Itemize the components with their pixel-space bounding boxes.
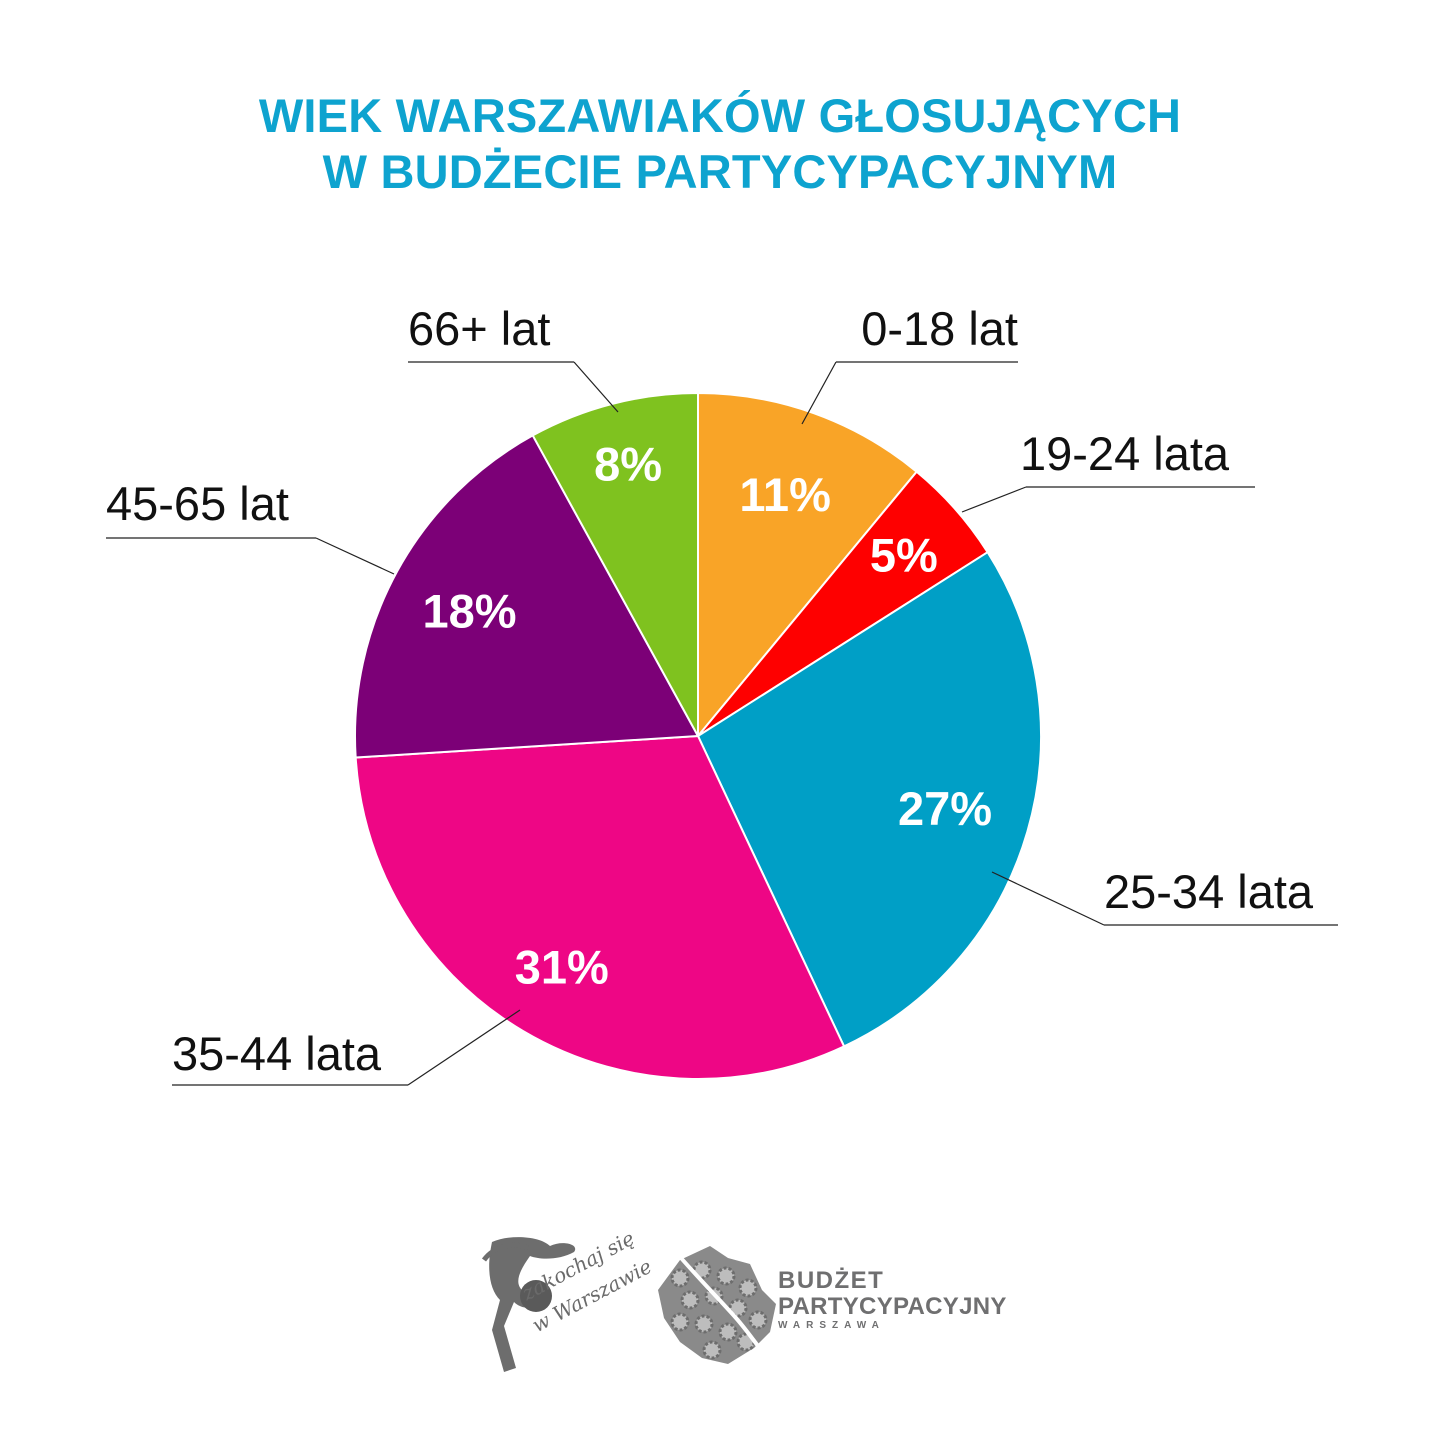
gear-icon bbox=[716, 1266, 736, 1286]
callout-leader-line bbox=[801, 361, 837, 425]
gear-icon bbox=[728, 1298, 748, 1318]
pie-slice-0-18-lat bbox=[697, 391, 919, 739]
budzet-partycypacyjny-wordmark: BUDŻET PARTYCYPACYJNY WARSZAWA bbox=[778, 1268, 1007, 1332]
footer-logos: zakochaj się w Warszawie BUDŻET PARTYCYP… bbox=[470, 1226, 1030, 1380]
pie-chart: 11% 5% 27% 31% 18% 8% 0-18 lat 19-24 lata 25-34 … bbox=[106, 302, 1338, 1086]
slice-category-label: 35-44 lata bbox=[172, 1027, 382, 1080]
gear-icon bbox=[670, 1268, 690, 1288]
slice-value-label: 31% bbox=[515, 940, 609, 993]
slice-value-label: 8% bbox=[594, 438, 662, 491]
slice-value-label: 27% bbox=[898, 782, 992, 835]
slice-value-label: 11% bbox=[739, 468, 830, 521]
budzet-line-3: WARSZAWA bbox=[778, 1320, 885, 1331]
pie-slice-25-34-lata bbox=[696, 550, 1042, 1048]
callout-leader-line bbox=[407, 1009, 521, 1086]
slice-value-label: 18% bbox=[423, 584, 517, 637]
slice-category-label: 45-65 lat bbox=[106, 477, 289, 530]
chart-title-line-2: W BUDŻECIE PARTYCYPACYJNYM bbox=[322, 145, 1118, 198]
callout-leader-line bbox=[961, 486, 1027, 513]
pie-slice-45-65-lat bbox=[354, 434, 700, 759]
pie-slice-66plus-lat bbox=[531, 391, 699, 737]
gear-icon bbox=[694, 1314, 714, 1334]
slice-category-label: 66+ lat bbox=[408, 302, 550, 355]
gear-icon bbox=[718, 1322, 738, 1342]
callout-leader-line bbox=[315, 537, 395, 575]
gear-icon bbox=[670, 1312, 690, 1332]
gear-icon bbox=[738, 1278, 758, 1298]
slice-category-label: 19-24 lata bbox=[1020, 427, 1230, 480]
vistula-river-line bbox=[672, 1248, 776, 1368]
zakochaj-w-warszawie-logo bbox=[481, 1237, 576, 1372]
chart-title-line-1: WIEK WARSZAWIAKÓW GŁOSUJĄCYCH bbox=[258, 89, 1182, 142]
gear-icon bbox=[748, 1310, 768, 1330]
gear-icon bbox=[702, 1340, 722, 1360]
slice-category-label: 0-18 lat bbox=[861, 302, 1018, 355]
pie-slice-35-44-lata bbox=[354, 734, 846, 1081]
budzet-partycypacyjny-map-icon bbox=[658, 1246, 776, 1368]
slice-value-label: 5% bbox=[870, 529, 938, 582]
gear-icon bbox=[680, 1290, 700, 1310]
budzet-line-2: PARTYCYPACYJNY bbox=[778, 1293, 1007, 1320]
chart-title: WIEK WARSZAWIAKÓW GŁOSUJĄCYCH W BUDŻECIE… bbox=[0, 88, 1440, 200]
callout-leader-line bbox=[991, 871, 1105, 926]
budzet-line-1: BUDŻET bbox=[778, 1267, 885, 1294]
callout-leader-line bbox=[573, 361, 619, 413]
slice-category-label: 25-34 lata bbox=[1104, 865, 1314, 918]
